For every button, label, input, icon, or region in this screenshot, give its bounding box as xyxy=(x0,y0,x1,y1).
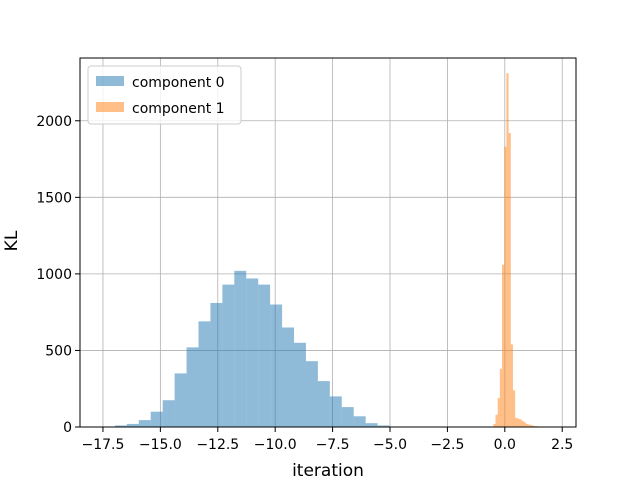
histogram-bar-component-0 xyxy=(210,302,223,427)
histogram-bar-component-1 xyxy=(495,414,498,427)
y-tick-label: 1000 xyxy=(36,267,72,283)
histogram-bar-component-0 xyxy=(270,304,283,427)
histogram-bar-component-0 xyxy=(174,373,187,427)
legend: component 0 component 1 xyxy=(87,65,242,125)
histogram-bar-component-1 xyxy=(528,424,531,427)
histogram-bar-component-0 xyxy=(317,381,330,427)
histogram-bar-component-0 xyxy=(186,347,199,427)
histogram-bar-component-0 xyxy=(329,396,342,427)
histogram-bars xyxy=(102,73,546,427)
y-tick-label: 2000 xyxy=(36,114,72,130)
histogram-bar-component-0 xyxy=(365,423,378,427)
histogram-bar-component-0 xyxy=(126,423,139,427)
histogram-bar-component-0 xyxy=(377,425,390,427)
x-tick-label: −10.0 xyxy=(254,437,297,453)
histogram-bar-component-0 xyxy=(150,411,163,427)
histogram-bar-component-0 xyxy=(222,284,235,427)
histogram-bar-component-1 xyxy=(510,344,513,427)
histogram-bar-component-1 xyxy=(508,133,511,427)
x-tick-label: −5.0 xyxy=(373,437,407,453)
histogram-bar-component-0 xyxy=(234,270,247,427)
y-axis-ticks: 0 500 1000 1500 2000 xyxy=(36,114,80,436)
plot-frame xyxy=(79,57,577,428)
legend-label-component-1: component 1 xyxy=(132,101,225,117)
y-tick-label: 0 xyxy=(63,420,72,436)
y-tick-label: 500 xyxy=(45,343,72,359)
legend-label-component-0: component 0 xyxy=(132,75,225,91)
histogram-bar-component-1 xyxy=(493,423,496,427)
x-tick-label: 2.5 xyxy=(551,437,573,453)
histogram-bar-component-1 xyxy=(515,417,518,427)
histogram-bar-component-1 xyxy=(512,390,516,427)
histogram-bar-component-1 xyxy=(499,368,503,427)
legend-box xyxy=(87,65,242,125)
histogram-bar-component-1 xyxy=(530,425,533,427)
histogram-bar-component-1 xyxy=(526,423,529,427)
histogram-bar-component-0 xyxy=(294,342,306,427)
histogram-bar-component-0 xyxy=(162,400,175,427)
histogram-bar-component-1 xyxy=(502,264,505,427)
histogram-bar-component-0 xyxy=(246,278,259,427)
histogram-bar-component-0 xyxy=(198,321,211,427)
x-axis-label: iteration xyxy=(292,461,364,480)
legend-swatch-component-0 xyxy=(96,76,124,86)
legend-swatch-component-1 xyxy=(96,102,124,112)
histogram-bar-component-1 xyxy=(519,419,522,427)
y-axis-label: KL xyxy=(2,230,22,251)
histogram-bar-component-1 xyxy=(504,146,507,427)
x-tick-label: −7.5 xyxy=(316,437,350,453)
histogram-bar-component-0 xyxy=(353,416,366,427)
histogram-bar-component-0 xyxy=(282,327,295,427)
histogram-bar-component-1 xyxy=(521,420,524,427)
histogram-bar-component-1 xyxy=(497,397,500,427)
x-tick-label: −15.0 xyxy=(139,437,182,453)
y-tick-label: 1500 xyxy=(36,190,72,206)
histogram-bar-component-0 xyxy=(258,284,271,427)
x-tick-label: −2.5 xyxy=(430,437,464,453)
x-tick-label: −17.5 xyxy=(82,437,125,453)
x-tick-label: −12.5 xyxy=(196,437,239,453)
histogram-bar-component-0 xyxy=(114,425,127,427)
histogram-bar-component-0 xyxy=(305,361,318,427)
histogram-bar-component-1 xyxy=(532,425,535,427)
histogram-bar-component-0 xyxy=(138,420,151,427)
x-tick-label: 0.0 xyxy=(494,437,516,453)
histogram-bar-component-1 xyxy=(517,418,520,427)
histogram-bar-component-1 xyxy=(523,422,527,427)
histogram-bar-component-0 xyxy=(341,407,354,427)
histogram-bar-component-1 xyxy=(506,73,509,427)
x-axis-ticks: −17.5 −15.0 −12.5 −10.0 −7.5 −5.0 −2.5 0.0 2.5 xyxy=(82,427,573,453)
